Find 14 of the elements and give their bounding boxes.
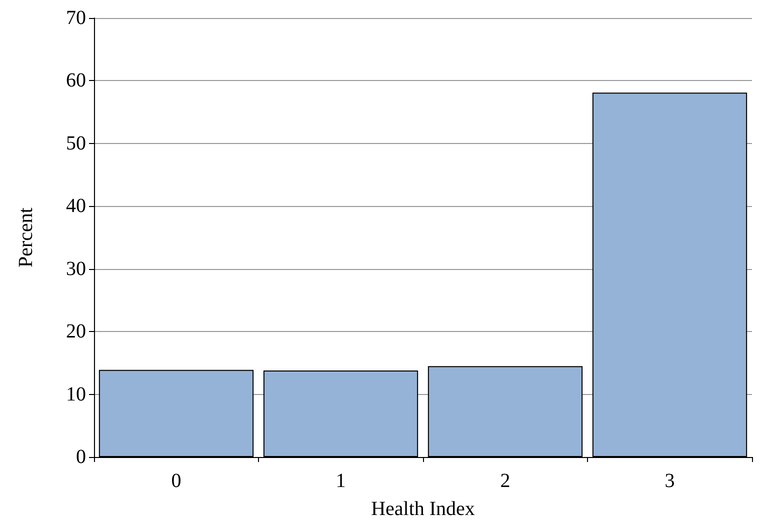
y-tick-label: 40	[66, 195, 86, 218]
x-tick-label: 2	[500, 470, 510, 492]
y-tick-label: 60	[66, 70, 86, 92]
y-tick-label: 10	[66, 383, 86, 406]
x-tick-label: 1	[336, 470, 346, 492]
y-tick-label: 70	[66, 7, 86, 29]
x-tick-label: 3	[664, 470, 675, 492]
y-tick-label: 0	[76, 446, 86, 468]
y-axis-title: Percent	[15, 207, 37, 268]
y-tick-label: 20	[66, 320, 86, 343]
x-tick-label: 0	[171, 470, 182, 492]
y-tick-label: 30	[66, 258, 86, 280]
y-tick-label: 50	[66, 132, 86, 154]
x-axis-title: Health Index	[371, 498, 475, 520]
